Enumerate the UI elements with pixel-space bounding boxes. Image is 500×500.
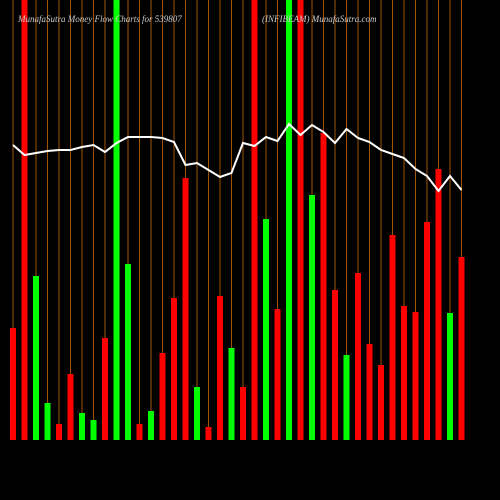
- bar: [355, 273, 361, 440]
- bar: [33, 276, 39, 440]
- bar: [320, 133, 327, 440]
- bar: [251, 0, 258, 440]
- bar: [401, 306, 407, 440]
- bar: [90, 420, 97, 440]
- bar: [343, 355, 350, 440]
- bar: [148, 411, 154, 440]
- bar: [10, 328, 16, 440]
- bar: [228, 348, 235, 440]
- bar: [171, 298, 177, 440]
- bar: [44, 403, 51, 440]
- bar: [79, 413, 85, 440]
- bar: [217, 296, 223, 440]
- bar: [56, 424, 62, 440]
- bar: [125, 264, 131, 440]
- bar: [136, 424, 143, 440]
- bar: [286, 0, 292, 440]
- bar: [458, 257, 465, 440]
- bar: [412, 312, 419, 440]
- bar: [113, 0, 120, 440]
- bar: [159, 353, 166, 440]
- chart-subtitle: (INFIBEAM) MunafaSutra.com: [262, 14, 377, 24]
- chart-title: MunafaSutra Money Flow Charts for 539807: [17, 14, 182, 24]
- bar: [263, 219, 269, 440]
- bar: [297, 0, 304, 440]
- bar: [378, 365, 384, 440]
- bar: [435, 169, 442, 440]
- bar: [205, 427, 212, 440]
- bar: [182, 178, 189, 440]
- bar: [67, 374, 74, 440]
- bar: [102, 338, 108, 440]
- bar: [332, 290, 338, 440]
- bar: [309, 195, 315, 440]
- bar: [389, 235, 396, 440]
- bar: [240, 387, 246, 440]
- bar: [194, 387, 200, 440]
- bar: [21, 0, 28, 440]
- bar: [274, 309, 281, 440]
- bar: [447, 313, 453, 440]
- price-line: [12, 122, 463, 193]
- bar: [366, 344, 373, 440]
- bar: [424, 222, 430, 440]
